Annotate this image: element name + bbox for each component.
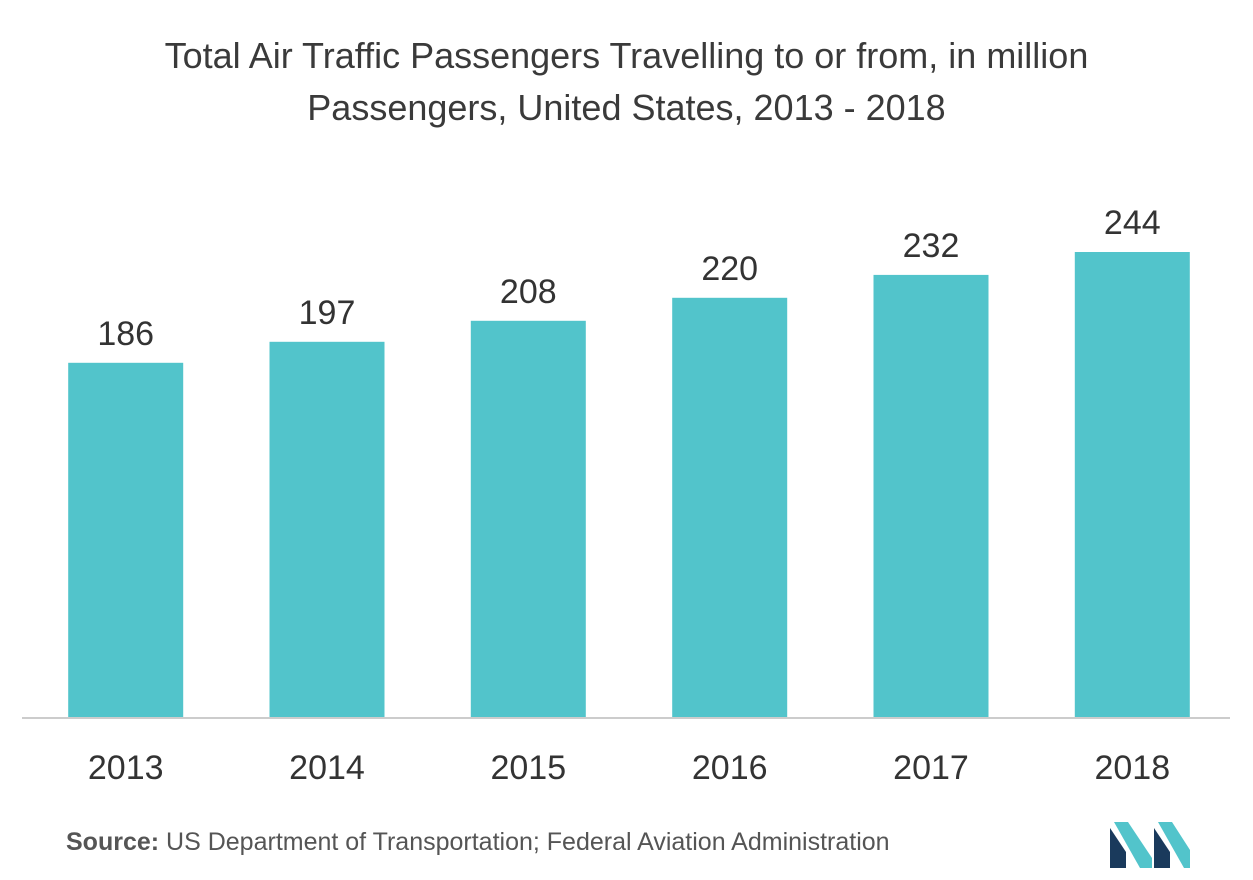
source-label: Source: (66, 828, 160, 856)
value-label-2013: 186 (97, 315, 154, 353)
source-text: US Department of Transportation; Federal… (166, 828, 890, 856)
value-label-2017: 232 (903, 227, 960, 265)
bar-2014 (269, 341, 385, 718)
chart-title-line-2: Passengers, United States, 2013 - 2018 (307, 87, 946, 128)
x-tick-label-2018: 2018 (1094, 749, 1170, 787)
bar-2013 (68, 362, 184, 718)
value-labels-group: 186 197 208 220 232 244 (97, 204, 1160, 353)
x-tick-label-2016: 2016 (692, 749, 768, 787)
source-note: Source: US Department of Transportation;… (66, 828, 890, 857)
x-tick-label-2017: 2017 (893, 749, 969, 787)
x-tick-label-2015: 2015 (490, 749, 566, 787)
value-label-2014: 197 (299, 294, 356, 332)
bar-2017 (873, 274, 989, 718)
x-tick-label-2014: 2014 (289, 749, 365, 787)
bar-2015 (470, 320, 586, 718)
bar-2016 (672, 297, 788, 718)
bars-group (68, 252, 1190, 718)
value-label-2018: 244 (1104, 204, 1161, 242)
chart-title: Total Air Traffic Passengers Travelling … (0, 30, 1253, 134)
chart-title-line-1: Total Air Traffic Passengers Travelling … (164, 35, 1089, 76)
x-tick-label-2013: 2013 (88, 749, 164, 787)
brand-logo-icon (1110, 822, 1190, 868)
bar-2018 (1074, 252, 1190, 718)
value-label-2015: 208 (500, 273, 557, 311)
value-label-2016: 220 (701, 250, 758, 288)
x-tick-labels-group: 2013 2014 2015 2016 2017 2018 (88, 749, 1170, 787)
